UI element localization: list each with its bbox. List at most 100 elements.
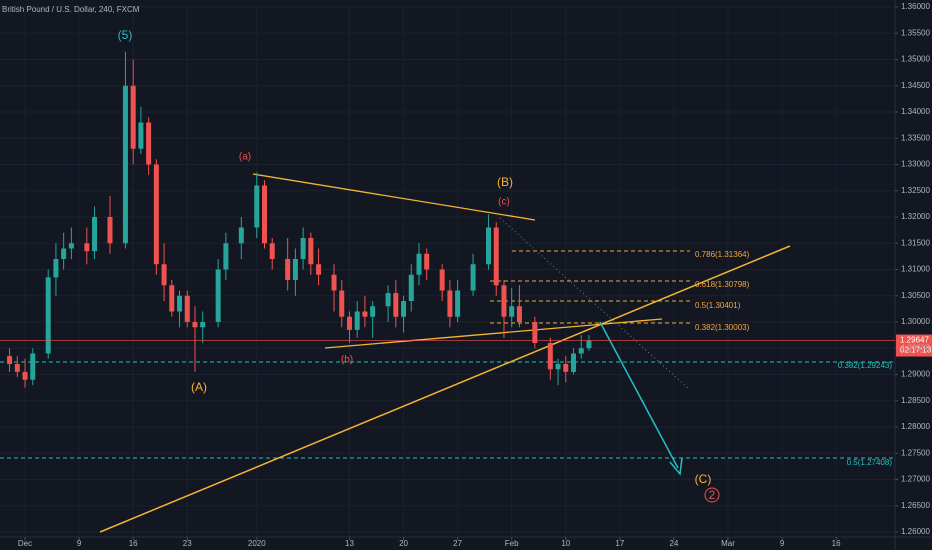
y-tick-label: 1.34500 — [901, 81, 930, 90]
trend-line — [324, 318, 663, 349]
candle-body — [470, 264, 476, 291]
wave-label: (b) — [341, 355, 353, 366]
wave-label: (c) — [498, 197, 510, 208]
candle-body — [300, 238, 306, 259]
candle-body — [532, 322, 538, 343]
x-tick-label: 13 — [345, 539, 354, 548]
candle-body — [153, 164, 159, 265]
candle-body — [223, 243, 229, 270]
x-tick-label: Mar — [721, 539, 735, 548]
drawings — [0, 173, 895, 533]
candle-body — [84, 243, 90, 252]
y-tick-label: 1.35500 — [901, 28, 930, 37]
candle-body — [401, 301, 407, 317]
y-tick-label: 1.28000 — [901, 422, 930, 431]
candle-body — [192, 322, 198, 328]
candles — [7, 51, 592, 388]
candle-body — [161, 264, 167, 286]
candle-body — [447, 290, 453, 317]
forecast-arrow — [599, 321, 679, 469]
fib-label: 0.382(1.30003) — [695, 323, 750, 332]
candle-body — [269, 243, 275, 259]
candle-body — [555, 364, 561, 370]
countdown-label: 02:17:13 — [900, 346, 932, 355]
candle-body — [292, 259, 298, 280]
x-tick-label: 9 — [77, 539, 82, 548]
candle-body — [354, 311, 360, 330]
fib-label: 0.382(1.29243) — [838, 361, 893, 370]
candle-body — [393, 293, 399, 317]
y-tick-label: 1.30500 — [901, 291, 930, 300]
last-price-label: 1.29647 — [900, 336, 929, 345]
candle-body — [61, 248, 67, 259]
y-tick-label: 1.31000 — [901, 265, 930, 274]
candle-body — [22, 371, 28, 380]
candle-body — [424, 253, 430, 270]
candle-body — [45, 277, 51, 354]
fib-label: 0.5(1.27408) — [847, 458, 893, 467]
candle-body — [346, 316, 352, 330]
x-tick-label: 23 — [183, 539, 192, 548]
trend-line — [99, 245, 791, 533]
y-tick-label: 1.32000 — [901, 212, 930, 221]
y-tick-label: 1.30000 — [901, 317, 930, 326]
candle-body — [339, 290, 345, 317]
x-tick-label: 10 — [561, 539, 570, 548]
y-tick-label: 1.26500 — [901, 501, 930, 510]
x-tick-label: 24 — [669, 539, 678, 548]
candle-body — [501, 285, 507, 317]
y-tick-label: 1.26000 — [901, 527, 930, 536]
candle-body — [122, 85, 128, 244]
candle-body — [254, 185, 260, 228]
candle-body — [486, 227, 492, 265]
candle-body — [184, 295, 190, 322]
wave-label: (C) — [695, 472, 712, 486]
y-tick-label: 1.27000 — [901, 475, 930, 484]
y-tick-label: 1.29000 — [901, 370, 930, 379]
chart-title: British Pound / U.S. Dollar, 240, FXCM — [2, 5, 140, 14]
candle-body — [30, 353, 36, 380]
y-tick-label: 1.28500 — [901, 396, 930, 405]
x-tick-label: 20 — [399, 539, 408, 548]
candle-body — [547, 343, 553, 370]
y-tick-label: 1.31500 — [901, 238, 930, 247]
y-tick-label: 1.29500 — [901, 343, 930, 352]
last-price-box — [896, 334, 932, 357]
candle-body — [138, 122, 144, 149]
candle-body — [53, 259, 59, 278]
y-tick-label: 1.34000 — [901, 107, 930, 116]
candle-body — [493, 227, 499, 286]
candle-body — [416, 253, 422, 275]
y-tick-label: 1.33500 — [901, 133, 930, 142]
candle-body — [586, 340, 592, 349]
candle-body — [316, 264, 322, 275]
candle-body — [177, 295, 183, 312]
candle-body — [509, 306, 515, 317]
candle-body — [516, 306, 522, 322]
wave-circle — [704, 487, 720, 503]
candle-body — [68, 243, 74, 249]
candle-body — [238, 227, 244, 244]
candle-body — [370, 306, 376, 317]
candle-body — [285, 259, 291, 280]
fib-label: 0.618(1.30798) — [695, 280, 750, 289]
x-tick-label: 16 — [129, 539, 138, 548]
trend-line — [252, 173, 536, 221]
candle-body — [261, 185, 267, 244]
arrow-head — [669, 457, 683, 476]
candle-body — [92, 217, 98, 252]
x-tick-label: 2020 — [248, 539, 266, 548]
candle-body — [200, 322, 206, 328]
candle-body — [362, 311, 368, 317]
x-tick-label: Dec — [18, 539, 32, 548]
candle-body — [146, 122, 152, 165]
candle-body — [563, 364, 569, 372]
candle-body — [439, 269, 445, 291]
candle-body — [385, 293, 391, 307]
y-tick-label: 1.32500 — [901, 186, 930, 195]
candle-body — [408, 274, 414, 301]
y-tick-label: 1.35000 — [901, 55, 930, 64]
